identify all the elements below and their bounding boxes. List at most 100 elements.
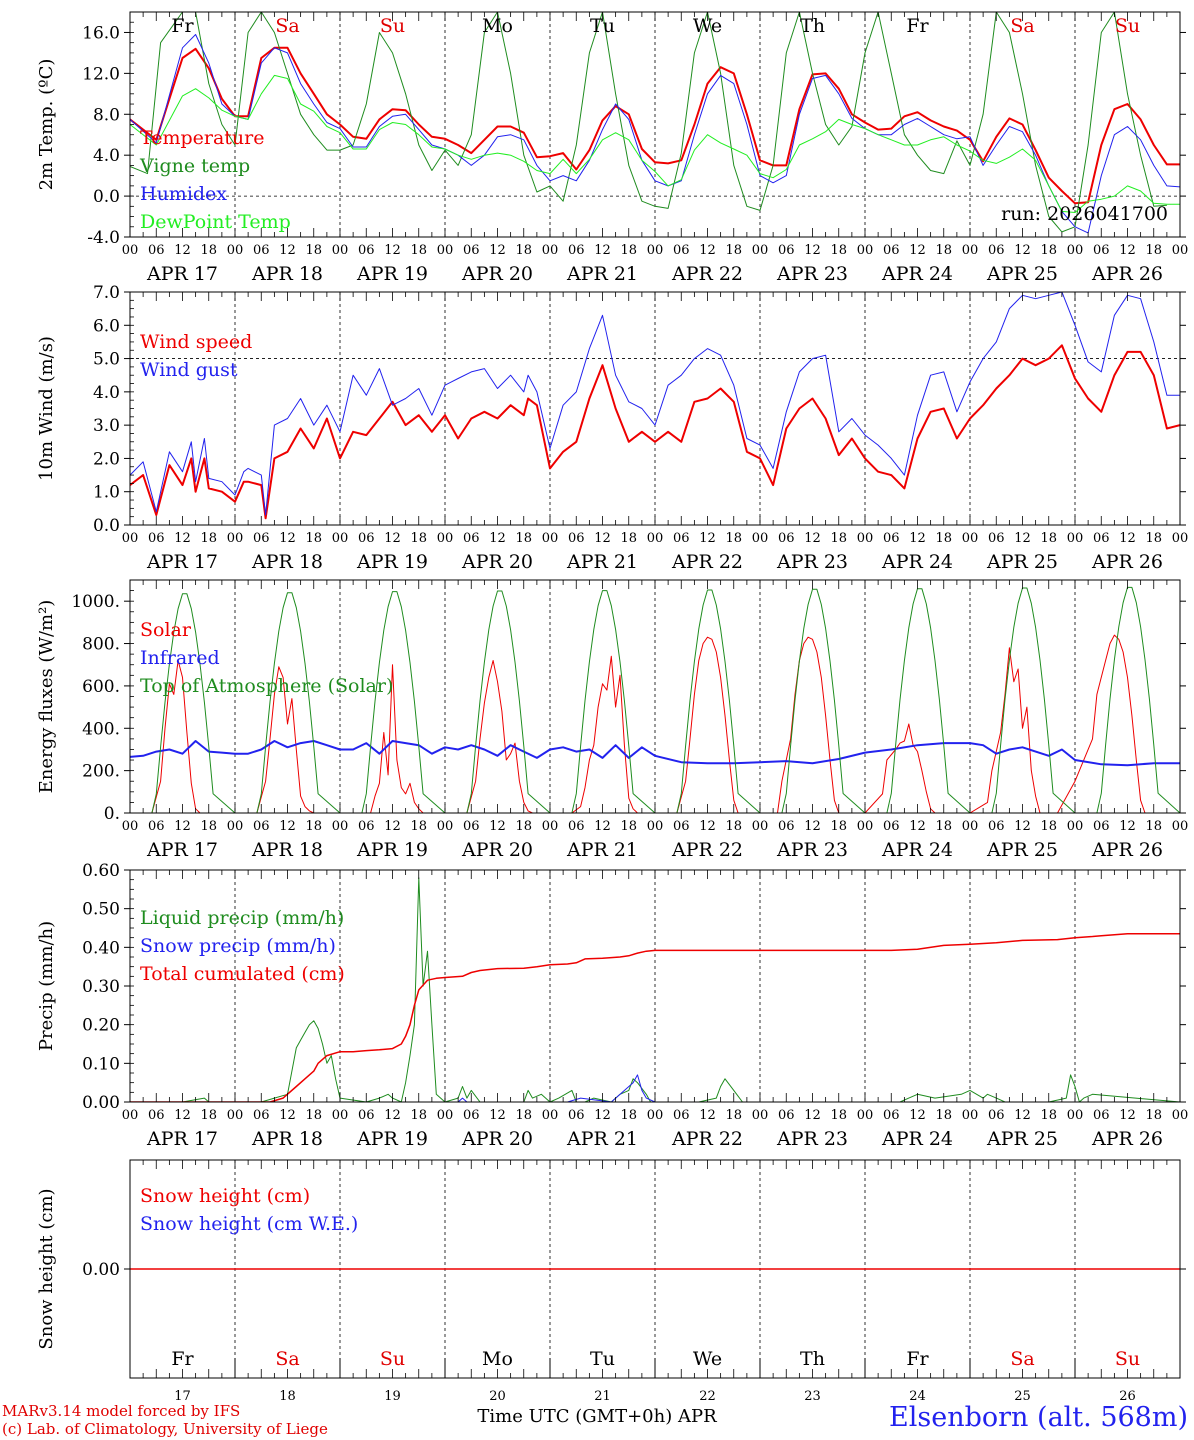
x-hour-label: 12	[1119, 819, 1136, 834]
x-day-label: APR 23	[776, 839, 848, 861]
x-hour-label: 00	[752, 1108, 769, 1123]
y-tick-label: 0.60	[82, 861, 120, 881]
x-hour-label: 18	[725, 819, 742, 834]
x-hour-label: 00	[542, 243, 559, 258]
x-hour-label: 18	[830, 1108, 847, 1123]
day-number-label: 17	[174, 1389, 191, 1404]
y-tick-label: 4.0	[93, 146, 120, 166]
x-hour-label: 18	[830, 531, 847, 546]
x-day-label: APR 20	[461, 263, 533, 285]
x-hour-label: 00	[857, 1108, 874, 1123]
x-day-label: APR 26	[1091, 839, 1163, 861]
x-day-label: APR 18	[251, 839, 323, 861]
y-tick-label: 0.40	[82, 938, 120, 958]
x-hour-label: 18	[410, 243, 427, 258]
x-hour-label: 12	[909, 1108, 926, 1123]
weekday-label-bottom: We	[693, 1348, 722, 1370]
x-day-label: APR 25	[986, 1128, 1058, 1150]
x-hour-label: 12	[1119, 243, 1136, 258]
weekday-label-bottom: Tu	[590, 1348, 615, 1370]
run-label: run: 2026041700	[1001, 203, 1168, 225]
x-day-label: APR 23	[776, 1128, 848, 1150]
x-axis-title: Time UTC (GMT+0h) APR	[477, 1406, 717, 1427]
x-hour-label: 18	[725, 531, 742, 546]
x-day-label: APR 24	[881, 1128, 953, 1150]
day-number-label: 18	[279, 1389, 296, 1404]
day-number-label: 22	[699, 1389, 716, 1404]
x-hour-label: 00	[857, 531, 874, 546]
x-hour-label: 18	[305, 243, 322, 258]
x-hour-label: 18	[830, 243, 847, 258]
x-hour-label: 12	[594, 819, 611, 834]
x-day-label: APR 17	[146, 551, 218, 573]
x-hour-label: 18	[935, 531, 952, 546]
x-hour-label: 00	[332, 819, 349, 834]
x-hour-label: 00	[227, 531, 244, 546]
x-hour-label: 00	[962, 531, 979, 546]
x-hour-label: 06	[358, 531, 375, 546]
panel-3: 0. 200. 400. 600. 800. 1000. Energy fluxes (W/…	[36, 579, 1188, 861]
x-hour-label: 12	[1119, 1108, 1136, 1123]
weekday-label: Su	[380, 15, 405, 37]
x-hour-label: 00	[962, 243, 979, 258]
legend-entry: Solar	[140, 619, 192, 641]
x-hour-label: 12	[1014, 1108, 1031, 1123]
x-hour-label: 00	[647, 1108, 664, 1123]
x-day-label: APR 19	[356, 1128, 428, 1150]
x-hour-label: 06	[883, 1108, 900, 1123]
x-hour-label: 06	[148, 243, 165, 258]
y-tick-label: 200.	[82, 762, 120, 782]
y-tick-label: 16.0	[82, 23, 120, 43]
legend-entry: Snow precip (mm/h)	[140, 935, 336, 957]
weekday-label-bottom: Th	[800, 1348, 825, 1370]
x-hour-label: 06	[778, 1108, 795, 1123]
x-hour-label: 00	[1172, 531, 1189, 546]
x-hour-label: 12	[1014, 243, 1031, 258]
x-hour-label: 00	[1067, 243, 1084, 258]
x-hour-label: 12	[804, 819, 821, 834]
x-hour-label: 12	[384, 531, 401, 546]
x-hour-label: 18	[935, 819, 952, 834]
x-hour-label: 00	[647, 531, 664, 546]
x-hour-label: 12	[384, 243, 401, 258]
y-tick-label: 1.0	[93, 483, 120, 503]
x-day-label: APR 25	[986, 263, 1058, 285]
legend-entry: Top of Atmosphere (Solar)	[140, 675, 393, 697]
legend-entry: Humidex	[140, 183, 227, 205]
weekday-label-bottom: Fr	[906, 1348, 929, 1370]
x-day-label: APR 24	[881, 839, 953, 861]
x-hour-label: 18	[410, 531, 427, 546]
x-hour-label: 18	[620, 819, 637, 834]
x-hour-label: 12	[489, 819, 506, 834]
series-line-wind-speed	[130, 344, 1180, 520]
x-hour-label: 18	[1145, 531, 1162, 546]
lab-credit: (c) Lab. of Climatology, University of L…	[2, 1420, 328, 1438]
series-line-top-of-atmosphere-solar-	[130, 586, 1180, 813]
x-hour-label: 12	[489, 243, 506, 258]
weekday-label: Sa	[275, 15, 299, 37]
x-hour-label: 18	[1040, 1108, 1057, 1123]
x-day-label: APR 26	[1091, 263, 1163, 285]
x-hour-label: 06	[988, 1108, 1005, 1123]
x-hour-label: 18	[515, 531, 532, 546]
x-hour-label: 06	[358, 1108, 375, 1123]
x-hour-label: 18	[200, 243, 217, 258]
series-line-infrared	[130, 740, 1180, 767]
weekday-label: Sa	[1010, 15, 1034, 37]
x-hour-label: 12	[1119, 531, 1136, 546]
x-hour-label: 12	[174, 243, 191, 258]
x-hour-label: 12	[699, 531, 716, 546]
weekday-label-bottom: Mo	[482, 1348, 513, 1370]
weekday-label: Su	[1115, 15, 1140, 37]
x-hour-label: 06	[253, 819, 270, 834]
x-day-label: APR 21	[566, 1128, 638, 1150]
x-hour-label: 18	[1145, 1108, 1162, 1123]
x-day-label: APR 18	[251, 1128, 323, 1150]
x-hour-label: 12	[594, 1108, 611, 1123]
x-hour-label: 12	[279, 243, 296, 258]
x-hour-label: 00	[332, 1108, 349, 1123]
x-day-label: APR 19	[356, 839, 428, 861]
day-number-label: 23	[804, 1389, 821, 1404]
day-number-label: 21	[594, 1389, 611, 1404]
y-tick-label: 0.30	[82, 977, 120, 997]
